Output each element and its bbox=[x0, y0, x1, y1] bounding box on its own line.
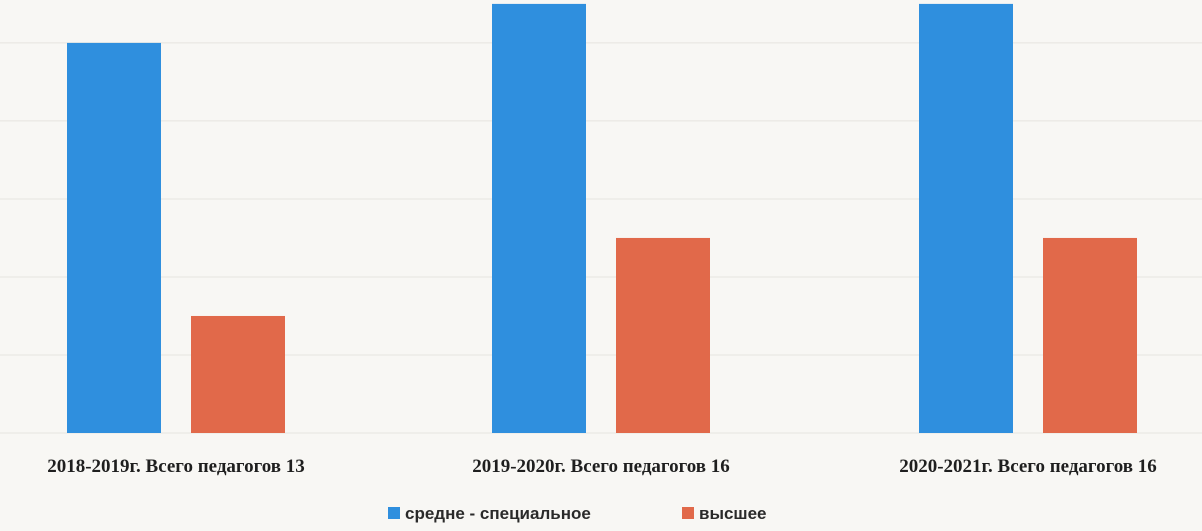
bar-higher-3 bbox=[1043, 237, 1137, 433]
gridlines bbox=[0, 42, 1202, 434]
bar-secondary-special-1 bbox=[67, 42, 161, 433]
legend-swatch bbox=[388, 507, 400, 519]
legend-label: средне - специальное bbox=[405, 504, 591, 523]
bar-secondary-special-3 bbox=[919, 3, 1013, 433]
bar-higher-1 bbox=[191, 315, 285, 433]
category-label: 2019-2020г. Всего педагогов 16 bbox=[472, 456, 730, 477]
category-label: 2020-2021г. Всего педагогов 16 bbox=[899, 456, 1157, 477]
bar-secondary-special-2 bbox=[492, 3, 586, 433]
legend-swatch bbox=[682, 507, 694, 519]
category-labels: 2018-2019г. Всего педагогов 13 2019-2020г… bbox=[47, 456, 1157, 477]
legend-label: высшее bbox=[699, 504, 767, 523]
bars bbox=[67, 3, 1137, 433]
bar-higher-2 bbox=[616, 237, 710, 433]
legend: средне - специальное высшее bbox=[388, 504, 767, 523]
category-label: 2018-2019г. Всего педагогов 13 bbox=[47, 456, 305, 477]
